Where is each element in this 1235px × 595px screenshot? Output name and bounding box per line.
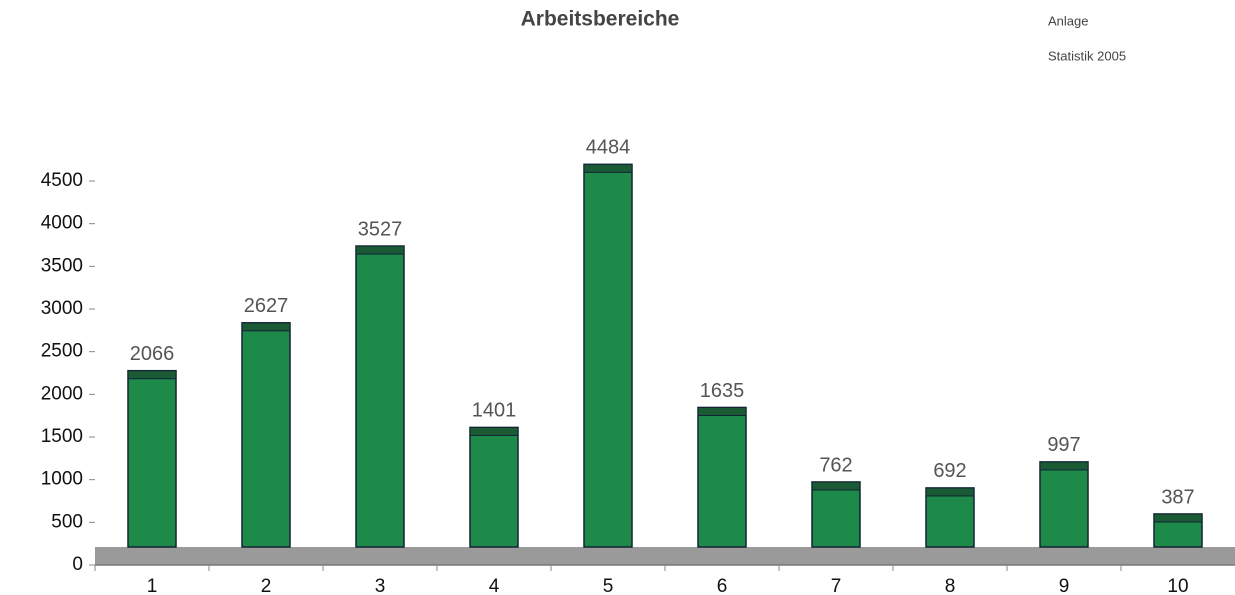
value-label: 3527: [358, 218, 403, 240]
bar-cap: [127, 370, 177, 380]
y-tick-label: 1000: [41, 469, 83, 490]
annotation: Anlage: [1048, 13, 1088, 28]
x-tick-label: 3: [375, 576, 386, 595]
bar-cap: [925, 487, 975, 497]
y-tick-label: 3000: [41, 298, 83, 319]
value-label: 692: [933, 460, 966, 482]
bar: [925, 487, 975, 548]
x-tick-label: 6: [717, 576, 728, 595]
value-label: 1635: [700, 380, 745, 402]
value-label: 997: [1047, 434, 1080, 456]
value-label: 762: [819, 454, 852, 476]
bar-cap: [697, 406, 747, 416]
y-tick-label: 500: [51, 511, 83, 532]
x-tick-label: 2: [261, 576, 272, 595]
y-tick-label: 4000: [41, 213, 83, 234]
bar: [469, 426, 519, 548]
x-tick-label: 7: [831, 576, 842, 595]
chart-title: Arbeitsbereiche: [521, 8, 680, 31]
y-tick-label: 2500: [41, 341, 83, 362]
bar-cap: [583, 163, 633, 173]
value-label: 2066: [130, 343, 175, 365]
bar: [127, 369, 177, 548]
bar: [1039, 461, 1089, 548]
bar-cap: [469, 426, 519, 436]
y-tick-label: 2000: [41, 383, 83, 404]
bar: [355, 245, 405, 548]
x-tick-label: 4: [489, 576, 500, 595]
x-tick-label: 8: [945, 576, 956, 595]
bar: [811, 481, 861, 548]
x-tick-label: 1: [147, 576, 158, 595]
bar-cap: [811, 481, 861, 491]
bar-cap: [1039, 461, 1089, 471]
bar: [583, 163, 633, 548]
x-tick-label: 10: [1167, 576, 1188, 595]
annotation: Statistik 2005: [1048, 48, 1126, 63]
y-tick-label: 1500: [41, 426, 83, 447]
y-tick-label: 0: [72, 554, 83, 575]
y-tick-label: 4500: [41, 170, 83, 191]
x-tick-label: 5: [603, 576, 614, 595]
value-label: 1401: [472, 400, 517, 422]
y-tick-label: 3500: [41, 255, 83, 276]
bar-cap: [355, 245, 405, 255]
bar-cap: [241, 322, 291, 332]
value-label: 2627: [244, 295, 289, 317]
bar: [697, 406, 747, 548]
floor: [95, 547, 1235, 565]
x-tick-label: 9: [1059, 576, 1070, 595]
value-label: 4484: [586, 137, 631, 159]
value-label: 387: [1161, 486, 1194, 508]
bar: [241, 322, 291, 548]
bar-cap: [1153, 513, 1203, 523]
